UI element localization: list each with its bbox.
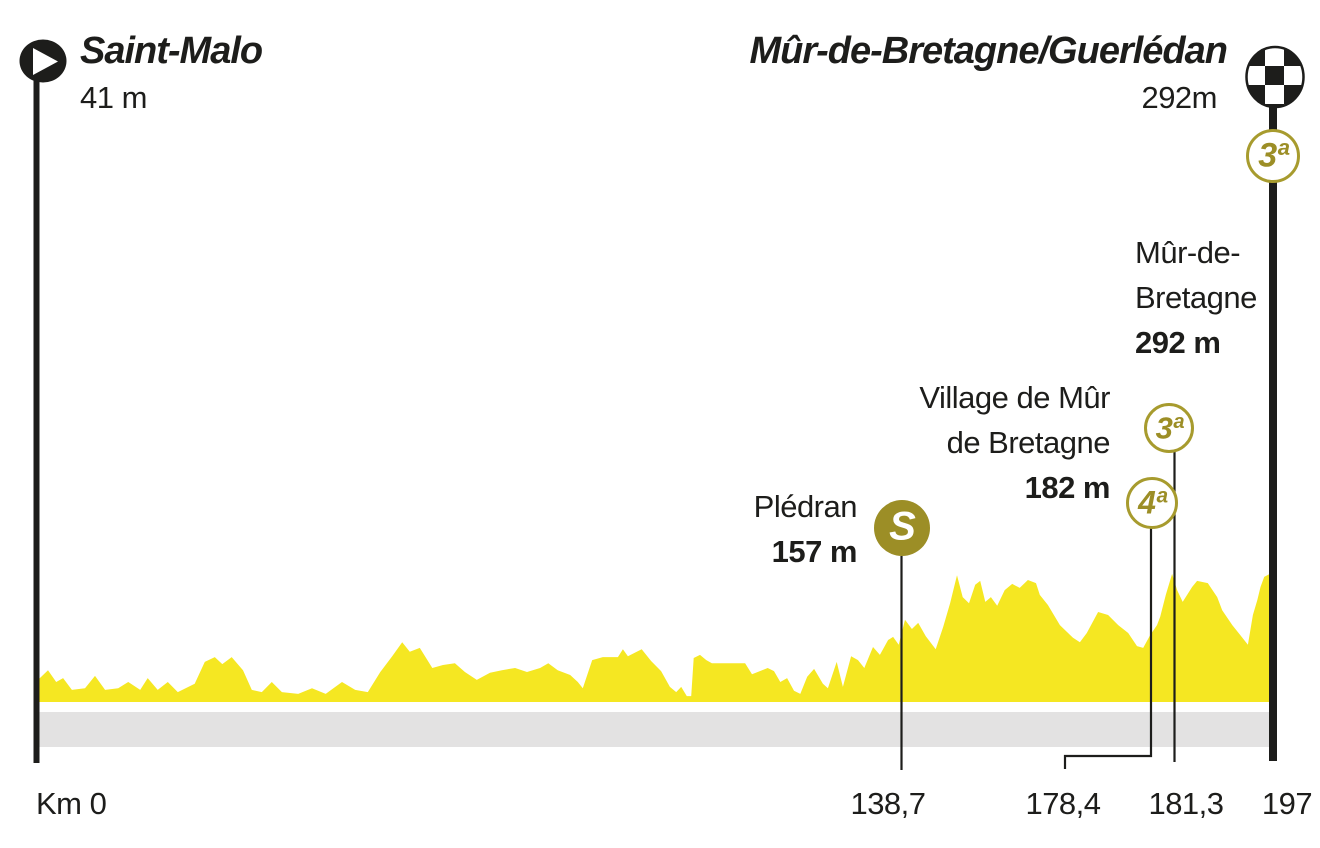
finish-elevation: 292m [1141, 79, 1217, 115]
waypoint-name-line: Mûr-de- [1135, 235, 1241, 270]
start-elevation: 41 m [80, 79, 147, 115]
waypoint-label-village-de-mur: Village de Mûr de Bretagne 182 m [919, 375, 1110, 510]
km-tick-label: 181,3 [1148, 786, 1224, 821]
km-origin-label: Km 0 [36, 786, 107, 821]
waypoint-elevation: 182 m [1024, 470, 1111, 505]
waypoint-name-line: Plédran [753, 489, 858, 524]
cat4-badge-label: 4ª [1138, 484, 1167, 521]
waypoint-name-line: de Bretagne [946, 425, 1111, 460]
start-name: Saint-Malo [80, 30, 263, 72]
finish-axis-line [1269, 100, 1277, 761]
start-marker-icon [19, 39, 67, 83]
waypoint-label-pledran: Plédran 157 m [753, 484, 858, 574]
km-tick-label: 138,7 [850, 786, 926, 821]
cat3-badge-circle [1144, 403, 1194, 453]
finish-category-badge-label: 3ª [1258, 136, 1288, 175]
sprint-badge-label: S [889, 504, 916, 549]
waypoint-name-line: Village de Mûr [919, 380, 1110, 415]
finish-category-badge-circle [1246, 129, 1300, 183]
cat3-badge-label: 3ª [1155, 410, 1184, 446]
finish-name: Mûr-de-Bretagne/Guerlédan [749, 30, 1228, 72]
start-axis-line [33, 80, 40, 763]
sprint-badge-circle [874, 500, 930, 556]
finish-header: Mûr-de-Bretagne/Guerlédan 292m [749, 30, 1228, 116]
cat4-badge-circle [1126, 477, 1178, 529]
km-tick-label: 197 [1261, 786, 1313, 821]
cat4-leader-line [1063, 528, 1153, 769]
elevation-profile-area [38, 572, 1273, 702]
start-header: Saint-Malo 41 m [80, 30, 263, 116]
waypoint-elevation: 292 m [1135, 325, 1221, 360]
km-tick-label: 178,4 [1025, 786, 1101, 821]
play-icon [33, 48, 58, 75]
waypoint-name-line: Bretagne [1135, 280, 1257, 315]
waypoint-label-mur-de-bretagne: Mûr-de- Bretagne 292 m [1135, 230, 1257, 365]
road-band [38, 712, 1277, 747]
waypoint-elevation: 157 m [771, 534, 858, 569]
finish-flag-icon [1245, 45, 1305, 109]
